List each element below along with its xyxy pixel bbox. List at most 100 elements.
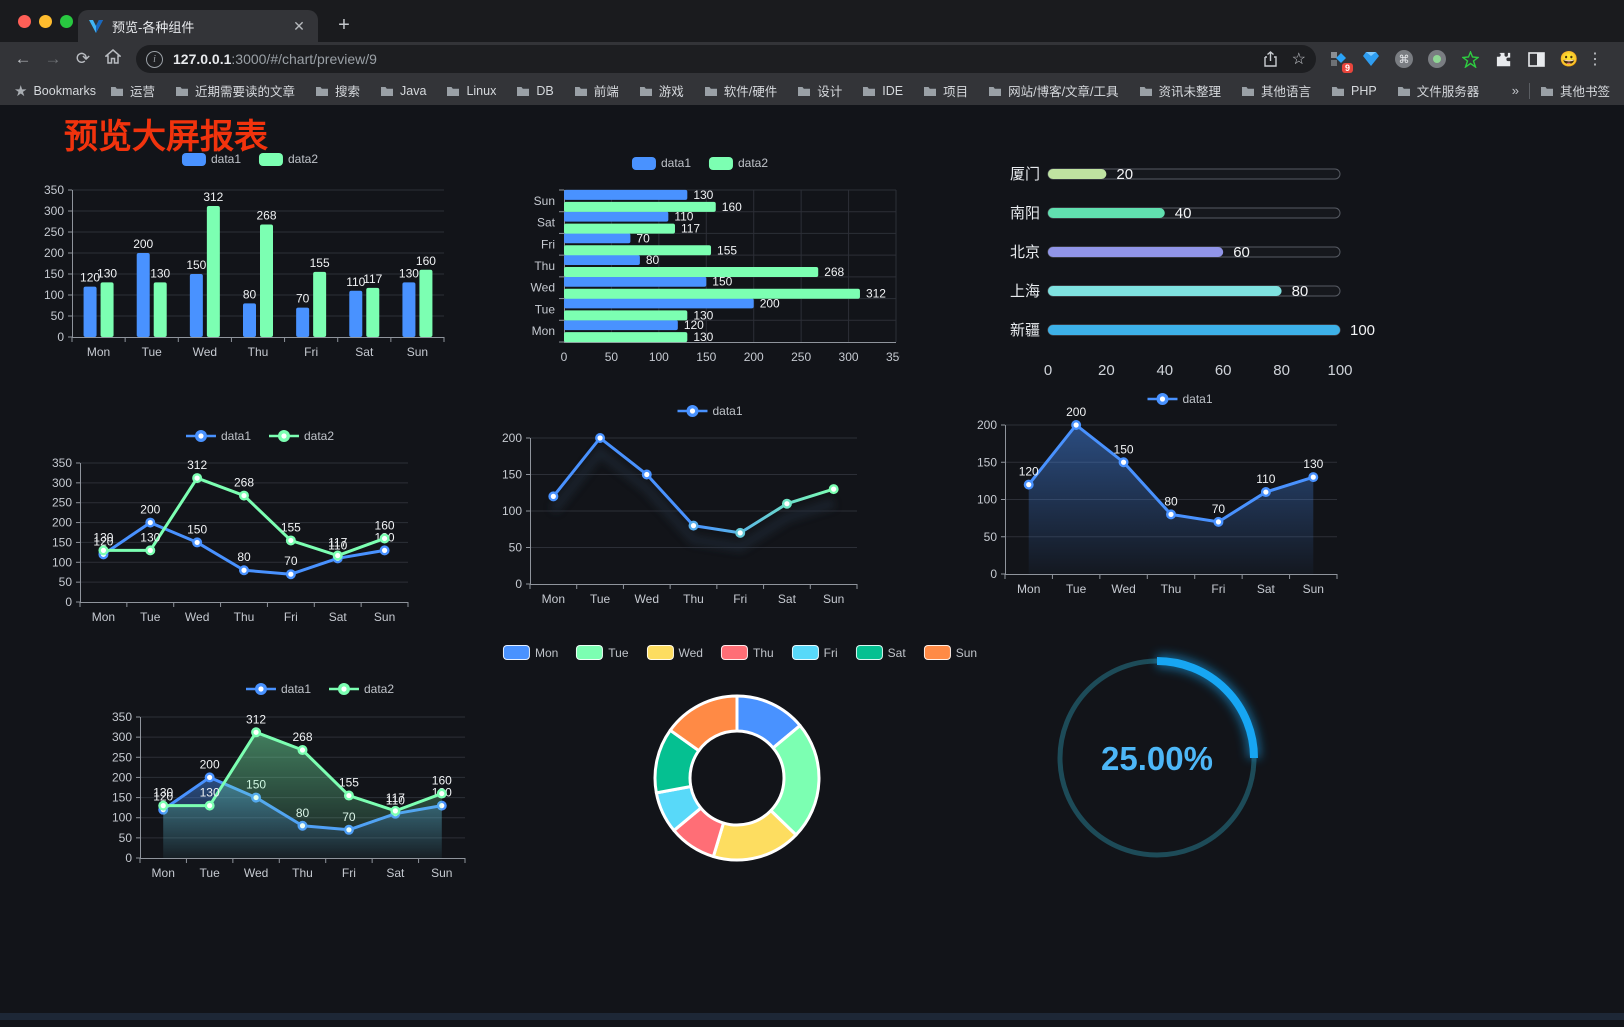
legend-item[interactable]: data1 bbox=[185, 429, 251, 443]
bookmark-item[interactable]: DB bbox=[516, 84, 554, 98]
legend-line-marker-icon bbox=[185, 430, 216, 442]
svg-text:Wed: Wed bbox=[635, 592, 659, 606]
legend-item[interactable]: data1 bbox=[677, 404, 743, 418]
extension-recorder-icon[interactable] bbox=[1427, 49, 1447, 69]
extension-tabs-icon[interactable]: 9 bbox=[1328, 49, 1353, 73]
browser-menu-icon[interactable]: ⋮ bbox=[1587, 51, 1603, 68]
bookmark-folder-list: 运营 近期需要读的文章 搜索 Java Linux DB 前端 游戏 软件/硬件 设计 IDE 项目 网… bbox=[110, 81, 1502, 100]
legend-item[interactable]: Thu bbox=[720, 645, 774, 660]
legend-label: data2 bbox=[738, 156, 769, 170]
gradient-line-chart[interactable]: data1 0 50 100 150 200 Mon Tue Wed Thu Fri Sat Sun bbox=[500, 400, 920, 612]
extension-emoji-icon[interactable]: 😀 bbox=[1559, 51, 1579, 68]
bookmark-item[interactable]: 文件服务器 bbox=[1397, 81, 1479, 100]
svg-text:312: 312 bbox=[203, 190, 223, 204]
back-button[interactable]: ← bbox=[14, 49, 32, 68]
legend-item[interactable]: data1 bbox=[181, 152, 241, 166]
browser-tab[interactable]: 预览-各种组件 ✕ bbox=[78, 10, 318, 42]
bookmarks-star-icon[interactable]: ★ bbox=[14, 82, 28, 100]
legend-item[interactable]: data1 bbox=[1147, 392, 1213, 406]
forward-button[interactable]: → bbox=[44, 49, 62, 68]
reload-button[interactable]: ⟳ bbox=[75, 49, 91, 68]
legend-item[interactable]: data1 bbox=[245, 682, 311, 696]
bookmark-item[interactable]: 游戏 bbox=[639, 81, 684, 100]
extension-star-icon[interactable] bbox=[1460, 49, 1480, 69]
bookmark-item[interactable]: IDE bbox=[862, 84, 903, 98]
extensions-puzzle-icon[interactable] bbox=[1493, 49, 1513, 69]
legend-item[interactable]: Tue bbox=[576, 645, 629, 660]
svg-text:130: 130 bbox=[140, 530, 160, 544]
zoom-window-button[interactable] bbox=[60, 15, 73, 28]
svg-text:312: 312 bbox=[866, 287, 886, 301]
chart-legend: data1 data2 bbox=[185, 429, 334, 443]
svg-text:150: 150 bbox=[187, 522, 207, 536]
multi-line-chart[interactable]: data1 data2 0 50 100 150 200 250 300 350 Mon Tue Wed… bbox=[50, 425, 470, 637]
site-info-icon[interactable]: i bbox=[146, 50, 163, 68]
bookmark-item[interactable]: 搜索 bbox=[315, 81, 360, 100]
svg-text:Sun: Sun bbox=[431, 866, 452, 880]
svg-text:130: 130 bbox=[97, 266, 117, 280]
home-icon bbox=[103, 49, 123, 64]
legend-swatch-icon bbox=[923, 645, 951, 660]
bookmark-star-icon[interactable]: ☆ bbox=[1291, 51, 1306, 68]
bookmark-item[interactable]: 设计 bbox=[797, 81, 842, 100]
capsule-progress-chart[interactable]: 厦门 20 南阳 40 北京 60 上海 80 新疆 100 0 20 40 60 80 100 bbox=[1000, 155, 1400, 385]
svg-text:20: 20 bbox=[1116, 166, 1133, 183]
bookmark-item[interactable]: 近期需要读的文章 bbox=[175, 81, 295, 100]
svg-text:80: 80 bbox=[243, 287, 257, 301]
home-button[interactable] bbox=[98, 49, 128, 69]
svg-text:Tue: Tue bbox=[535, 302, 556, 316]
svg-text:80: 80 bbox=[1292, 283, 1309, 300]
legend-item[interactable]: Sat bbox=[855, 645, 906, 660]
chart-legend: data1 data2 bbox=[631, 156, 768, 170]
grouped-bar-chart[interactable]: data1 data2 0 50 100 150 200 250 300 350 Mon Tue Wed… bbox=[40, 146, 460, 364]
sidebar-toggle-icon[interactable] bbox=[1526, 49, 1546, 69]
legend-item[interactable]: Sun bbox=[923, 645, 977, 660]
legend-swatch-icon bbox=[631, 156, 656, 170]
bookmarks-overflow-chevron[interactable]: » bbox=[1511, 83, 1519, 98]
bookmark-item[interactable]: PHP bbox=[1331, 84, 1377, 98]
horizontal-bar-chart[interactable]: data1 data2 0 50 100 150 200 250 300 350 Mon Tue Wed… bbox=[500, 150, 907, 372]
legend-item[interactable]: Fri bbox=[791, 645, 838, 660]
legend-item[interactable]: data2 bbox=[709, 156, 768, 170]
bookmark-item[interactable]: Java bbox=[380, 84, 426, 98]
legend-item[interactable]: data2 bbox=[269, 429, 334, 443]
svg-text:300: 300 bbox=[52, 476, 72, 490]
single-area-chart[interactable]: data1 0 50 100 150 200 Mon Tue Wed Thu Fri Sat Sun 12… bbox=[970, 388, 1390, 600]
new-tab-button[interactable]: + bbox=[338, 14, 350, 36]
legend-item[interactable]: Wed bbox=[646, 645, 703, 660]
bookmark-item[interactable]: 网站/博客/文章/工具 bbox=[988, 81, 1119, 100]
bookmark-item[interactable]: 软件/硬件 bbox=[704, 81, 777, 100]
legend-label: data1 bbox=[280, 682, 311, 696]
minimize-window-button[interactable] bbox=[39, 15, 52, 28]
bookmark-item[interactable]: 运营 bbox=[110, 81, 155, 100]
multi-area-chart[interactable]: data1 data2 0 50 100 150 200 250 300 350 Mon Tue Wed… bbox=[110, 678, 530, 890]
bookmark-item[interactable]: Linux bbox=[446, 84, 496, 98]
bookmark-item[interactable]: 资讯未整理 bbox=[1139, 81, 1221, 100]
share-icon[interactable] bbox=[1263, 50, 1278, 68]
bookmark-item[interactable]: 其他语言 bbox=[1241, 81, 1311, 100]
bookmark-item[interactable]: 前端 bbox=[574, 81, 619, 100]
gauge-ring-chart[interactable]: 25.00% bbox=[1050, 650, 1264, 865]
svg-text:40: 40 bbox=[1175, 205, 1192, 222]
bookmarks-separator bbox=[1528, 82, 1530, 99]
svg-text:Mon: Mon bbox=[532, 324, 555, 338]
favicon-vuetify-icon bbox=[89, 20, 103, 33]
close-window-button[interactable] bbox=[18, 15, 31, 28]
legend-swatch-icon bbox=[720, 645, 748, 660]
svg-text:Mon: Mon bbox=[542, 592, 565, 606]
svg-text:160: 160 bbox=[416, 254, 436, 268]
other-bookmarks-folder[interactable]: 其他书签 bbox=[1540, 81, 1610, 100]
legend-item[interactable]: Mon bbox=[502, 645, 558, 660]
svg-text:50: 50 bbox=[605, 350, 619, 364]
bookmark-label: 近期需要读的文章 bbox=[195, 85, 296, 99]
tab-close-icon[interactable]: ✕ bbox=[293, 18, 305, 34]
legend-item[interactable]: data1 bbox=[631, 156, 691, 170]
legend-item[interactable]: data2 bbox=[329, 682, 394, 696]
extension-gem-icon[interactable] bbox=[1361, 49, 1381, 69]
bookmark-item[interactable]: 项目 bbox=[923, 81, 968, 100]
donut-pie-chart[interactable]: Mon Tue Wed Thu Fri Sat Sun bbox=[502, 635, 977, 875]
svg-text:Fri: Fri bbox=[304, 345, 318, 359]
address-bar[interactable]: i 127.0.0.1:3000/#/chart/preview/9 ☆ bbox=[136, 45, 1316, 73]
extension-command-icon[interactable]: ⌘ bbox=[1394, 49, 1414, 69]
legend-item[interactable]: data2 bbox=[259, 152, 318, 166]
